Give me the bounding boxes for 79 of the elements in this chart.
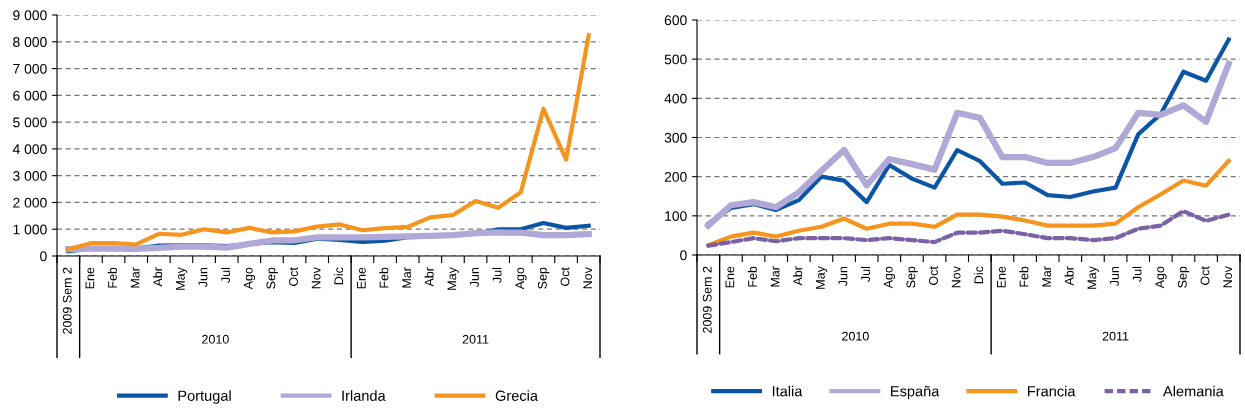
line-series (706, 158, 1231, 248)
x-tick-label: Sep (906, 266, 918, 288)
x-tick-label: Jun (838, 266, 848, 287)
x-tick-label: Ago (1155, 266, 1167, 289)
x-tick-label: Sep (537, 267, 550, 289)
y-tick-label: 1 000 (13, 224, 47, 235)
x-tick-label: May (176, 267, 188, 290)
x-tick-label: Feb (379, 267, 389, 288)
x-tick-label: Dic (333, 267, 344, 285)
x-tick-label: Nov (583, 267, 593, 289)
x-tick-label: Feb (1019, 266, 1029, 287)
x-tick-label: Sep (1177, 266, 1190, 288)
text: 2010 (202, 334, 229, 344)
x-tick-label: Mar (770, 266, 780, 287)
line-series (706, 209, 1231, 248)
x-tick-label: Jun (470, 267, 479, 288)
x-tick-label: Jul (860, 266, 871, 282)
legend-label: Grecia (495, 390, 538, 401)
x-tick-label: Abr (152, 267, 163, 287)
y-tick-label: 400 (664, 93, 687, 104)
y-tick-label: 9 000 (13, 10, 47, 21)
x-tick-label: Oct (560, 267, 570, 286)
y-tick-label: 8 000 (13, 37, 47, 47)
x-tick-label: Mar (1042, 266, 1052, 287)
x-tick-label: 2009 Sem 2 (702, 266, 712, 333)
y-tick-label: 100 (665, 211, 687, 221)
x-tick-label: Mar (130, 267, 140, 288)
y-tick-label: 7 000 (13, 63, 47, 74)
y-tick-label: 500 (664, 54, 687, 65)
x-tick-label: Ene (997, 266, 1006, 288)
x-tick-label: Nov (311, 267, 321, 289)
y-tick-label: 300 (664, 132, 687, 143)
x-tick-label: Abr (1064, 266, 1074, 286)
y-tick-label: 4 000 (12, 144, 47, 155)
text: 2011 (462, 334, 489, 344)
x-tick-label: 2009 Sem 2 (62, 267, 72, 334)
x-tick-label: Oct (929, 266, 938, 285)
y-tick-label: 6 000 (13, 90, 47, 101)
x-tick-label: Ene (725, 266, 735, 288)
x-tick-label: Jul (492, 267, 502, 283)
y-tick-label: 0 (680, 250, 687, 261)
y-tick-label: 600 (664, 15, 687, 26)
x-tick-label: May (447, 267, 459, 290)
legend-label: Francia (1028, 385, 1076, 397)
y-tick-label: 200 (664, 172, 687, 182)
x-tick-label: Sep (266, 267, 278, 289)
legend-label: Italia (772, 385, 803, 397)
x-tick-label: Ene (85, 267, 95, 289)
x-tick-label: Nov (951, 266, 961, 288)
x-tick-label: Oct (289, 267, 298, 286)
y-tick-label: 2 000 (13, 197, 47, 208)
legend-label: Irlanda (342, 390, 386, 401)
y-tick-label: 0 (40, 251, 47, 262)
x-tick-label: Oct (1200, 266, 1210, 285)
x-tick-label: May (1087, 266, 1099, 289)
x-tick-label: May (816, 266, 828, 289)
x-tick-label: Abr (424, 267, 434, 287)
legend-label: Alemania (1162, 385, 1224, 397)
x-tick-label: Dic (973, 266, 984, 284)
text: 2010 (842, 331, 869, 341)
y-tick-label: 3 000 (13, 171, 47, 181)
x-tick-label: Jul (1132, 266, 1142, 282)
x-tick-label: Jun (1110, 266, 1119, 287)
x-tick-label: Jun (198, 267, 208, 288)
x-tick-label: Abr (792, 266, 803, 286)
x-tick-label: Feb (107, 267, 117, 288)
line-series (66, 32, 591, 252)
x-tick-label: Mar (402, 267, 412, 288)
legend-label: Portugal (178, 390, 231, 404)
x-tick-label: Ago (883, 266, 896, 289)
x-tick-label: Jul (220, 267, 231, 283)
legend-label: España (891, 385, 940, 400)
x-tick-label: Feb (747, 266, 757, 287)
x-tick-label: Nov (1223, 266, 1233, 288)
x-tick-label: Ago (243, 267, 256, 290)
x-tick-label: Ene (357, 267, 366, 289)
y-tick-label: 5 000 (13, 117, 47, 128)
x-tick-label: Ago (515, 267, 527, 290)
text: 2011 (1102, 331, 1129, 341)
